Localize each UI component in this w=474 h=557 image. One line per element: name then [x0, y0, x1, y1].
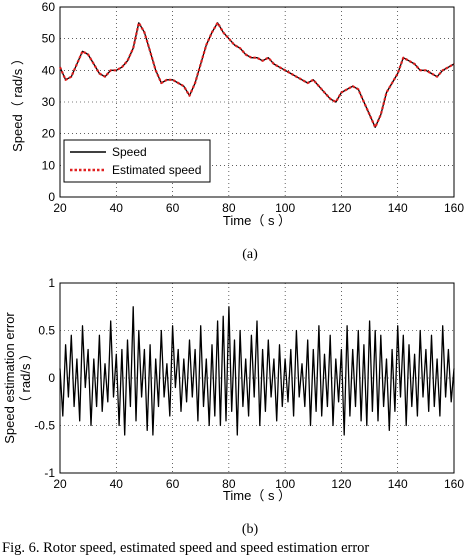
speed-lines [58, 21, 455, 129]
speed-x-tick-label: 20 [53, 201, 67, 215]
legend-speed-label: Speed [112, 145, 147, 159]
sublabel-a: (a) [242, 247, 258, 262]
error-y-tick-label: -1 [44, 466, 55, 480]
speed-x-axis-label: Time（ s ） [223, 213, 291, 228]
speed-y-tick-label: 30 [42, 95, 56, 109]
speed-series-estimated-speed-line [58, 21, 455, 129]
speed-y-tick-label: 20 [42, 127, 56, 141]
error-y-tick-label: 0.5 [38, 324, 55, 338]
error-x-tick-label: 160 [444, 477, 464, 491]
speed-y-tick-label: 50 [42, 32, 56, 46]
speed-grid [59, 6, 455, 198]
speed-x-tick-label: 140 [388, 201, 408, 215]
speed-chart: 20 40 60 80 100 120 140 160 0 10 20 30 40 50 60 Time（ … [10, 0, 464, 262]
figure-caption: Fig. 6. Rotor speed, estimated speed and… [2, 540, 369, 556]
speed-y-axis-label: Speed（ rad/s ） [10, 52, 25, 152]
error-x-tick-label: 120 [331, 477, 351, 491]
speed-x-tick-label: 160 [444, 201, 464, 215]
speed-y-tick-label: 10 [42, 158, 56, 172]
speed-x-tick-label: 60 [166, 201, 180, 215]
error-x-tick-label: 140 [388, 477, 408, 491]
error-series-error-line [59, 306, 455, 436]
error-x-tick-label: 20 [53, 477, 67, 491]
error-y-tick-label: -0.5 [34, 419, 55, 433]
speed-ticks: 20 40 60 80 100 120 140 160 0 10 20 30 40 50 60 [42, 0, 465, 215]
error-x-tick-label: 60 [166, 477, 180, 491]
speed-y-tick-label: 40 [42, 63, 56, 77]
error-ticks: 20 40 60 80 100 120 140 160 -1 -0.5 0 0.5 1 [34, 276, 464, 491]
error-y-axis-label: Speed estimation error [2, 312, 17, 444]
speed-x-tick-label: 100 [275, 201, 295, 215]
speed-x-tick-label: 80 [222, 201, 236, 215]
error-x-tick-label: 80 [222, 477, 236, 491]
legend-estimated-speed-label: Estimated speed [112, 163, 201, 177]
speed-legend: Speed Estimated speed [63, 139, 211, 183]
error-x-tick-label: 40 [110, 477, 124, 491]
sublabel-b: (b) [242, 522, 259, 537]
error-y-tick-label: 1 [48, 276, 55, 290]
speed-x-tick-label: 120 [331, 201, 351, 215]
error-chart: 20 40 60 80 100 120 140 160 -1 -0.5 0 0.5 1 Time（ s … [2, 276, 464, 537]
error-x-tick-label: 100 [275, 477, 295, 491]
speed-y-tick-label: 0 [48, 190, 55, 204]
error-lines [59, 306, 455, 436]
legend-box [63, 139, 211, 183]
error-y-tick-label: 0 [48, 371, 55, 385]
speed-y-tick-label: 60 [42, 0, 56, 14]
speed-x-tick-label: 40 [110, 201, 124, 215]
error-x-axis-label: Time（ s ） [223, 488, 291, 503]
error-y-axis-unit: （ rad/s ） [18, 347, 33, 409]
